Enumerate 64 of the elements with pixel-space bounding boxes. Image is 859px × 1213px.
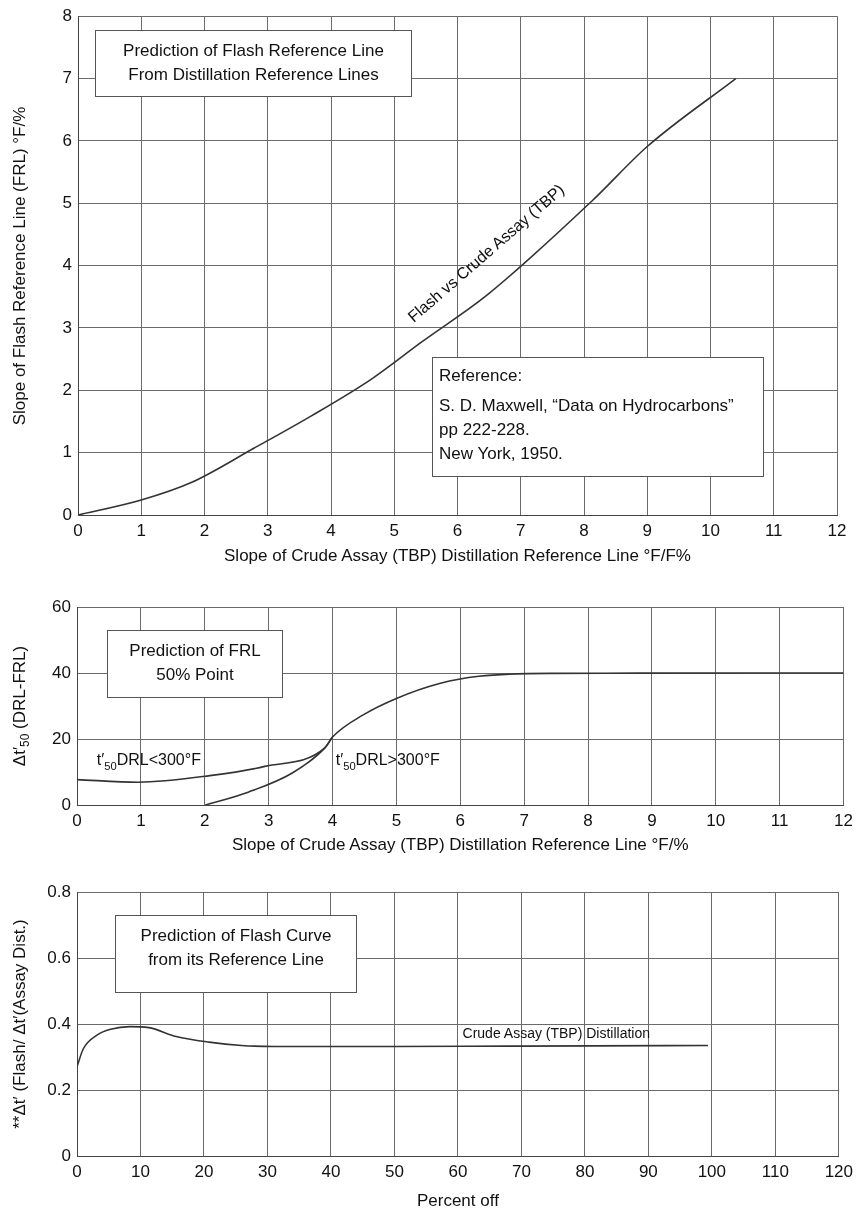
x-tick-label: 12	[834, 810, 854, 830]
y-tick-label: 20	[52, 728, 71, 748]
x-axis-title: Percent off	[416, 1190, 499, 1212]
x-tick-label: 1	[136, 520, 146, 540]
x-tick-label: 50	[384, 1161, 404, 1181]
y-tick-label: 7	[62, 68, 72, 88]
x-tick-label: 90	[638, 1161, 658, 1181]
y-tick-label: 60	[52, 596, 71, 616]
text-box: Prediction of FRL 50% Point	[107, 630, 283, 698]
x-tick-label: 11	[764, 520, 783, 540]
x-tick-label: 120	[824, 1161, 854, 1181]
x-tick-label: 100	[697, 1161, 727, 1181]
x-tick-label: 40	[321, 1161, 341, 1181]
x-axis-title: Slope of Crude Assay (TBP) Distillation Reference Line °F/%	[231, 834, 689, 856]
x-tick-label: 30	[257, 1161, 277, 1181]
y-tick-label: 0	[61, 794, 71, 814]
y-tick-label: 1	[62, 442, 72, 462]
x-tick-label: 10	[701, 520, 720, 540]
y-tick-label: 0.4	[47, 1013, 71, 1033]
annotation: Reference: S. D. Maxwell, “Data on Hydrocarbons” pp 222-228. New York, 1950.	[439, 365, 735, 465]
y-tick-label: 3	[62, 317, 72, 337]
text-box: Prediction of Flash Curve from its Reference Line	[115, 915, 357, 993]
x-tick-label: 10	[131, 1161, 150, 1181]
x-tick-label: 12	[827, 520, 847, 540]
text-box: Reference: S. D. Maxwell, “Data on Hydrocarbons” pp 222-228. New York, 1950.	[432, 357, 764, 477]
x-tick-label: 60	[448, 1161, 468, 1181]
x-tick-label: 10	[706, 810, 726, 830]
x-tick-label: 8	[579, 520, 589, 540]
y-tick-label: 6	[62, 130, 72, 150]
y-tick-label: 5	[62, 192, 72, 212]
y-tick-label: 40	[52, 662, 71, 682]
x-tick-label: 70	[511, 1161, 531, 1181]
x-tick-label: 11	[770, 810, 789, 830]
y-tick-label: 8	[62, 5, 72, 25]
y-tick-label: 0.8	[47, 881, 71, 901]
x-tick-label: 5	[389, 520, 399, 540]
x-tick-label: 6	[455, 810, 466, 830]
x-tick-label: 6	[452, 520, 463, 540]
y-tick-label: 0.6	[47, 947, 71, 967]
x-tick-label: 8	[583, 810, 593, 830]
x-tick-label: 3	[263, 520, 273, 540]
x-tick-label: 7	[519, 810, 529, 830]
x-tick-label: 1	[136, 810, 146, 830]
y-tick-label: 0	[62, 504, 72, 524]
x-tick-label: 2	[199, 520, 210, 540]
y-tick-label: 4	[62, 255, 72, 275]
x-tick-label: 110	[761, 1161, 789, 1181]
x-tick-label: 3	[263, 810, 274, 830]
y-tick-label: 2	[62, 379, 72, 399]
y-tick-label: 0.2	[47, 1079, 71, 1099]
x-tick-label: 20	[194, 1161, 214, 1181]
x-tick-label: 80	[575, 1161, 595, 1181]
y-axis-title: Slope of Flash Reference Line (FRL) °F/%	[9, 106, 30, 425]
x-tick-label: 2	[200, 810, 210, 830]
x-tick-label: 4	[326, 520, 336, 540]
x-tick-label: 7	[516, 520, 526, 540]
x-axis-title: Slope of Crude Assay (TBP) Distillation Reference Line °F/F%	[224, 545, 691, 567]
x-tick-label: 5	[391, 810, 402, 830]
x-tick-label: 4	[327, 810, 338, 830]
text-box: Prediction of Flash Reference Line From Distillation Reference Lines	[95, 30, 412, 97]
x-tick-label: 9	[647, 810, 657, 830]
y-axis-title: **Δt′ (Flash/ Δt′(Assay Dist.)	[9, 919, 30, 1129]
x-tick-label: 9	[642, 520, 652, 540]
y-tick-label: 0	[61, 1145, 71, 1165]
